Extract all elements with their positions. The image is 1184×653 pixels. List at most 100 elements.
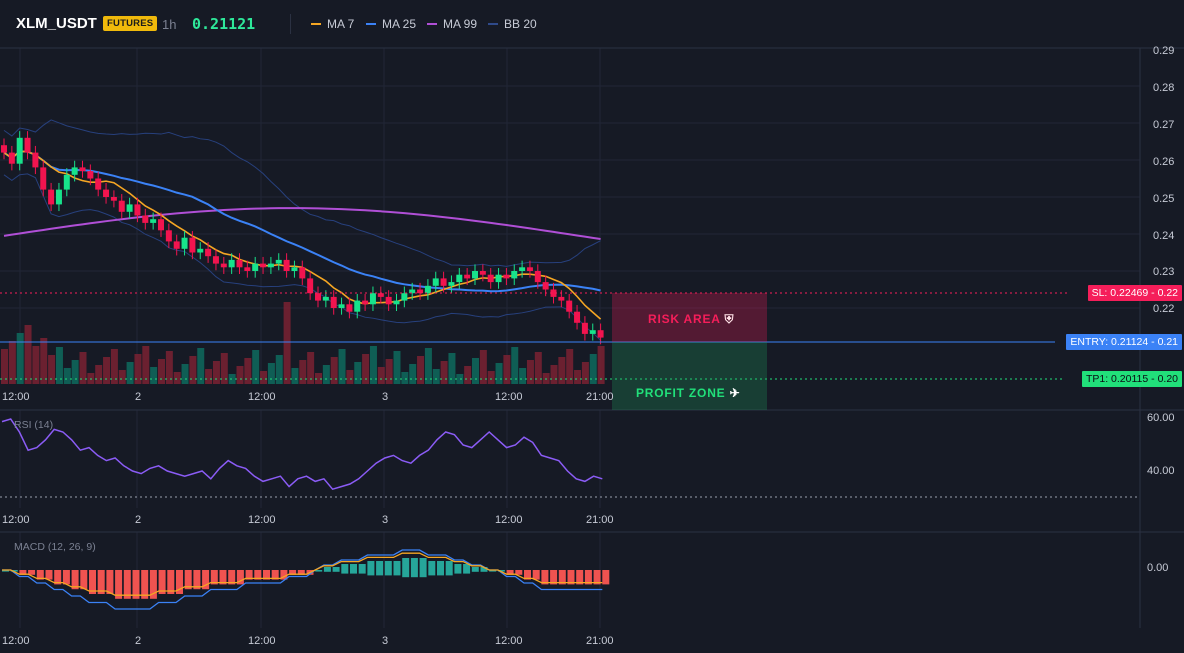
header-divider [290, 14, 291, 34]
candle-body [369, 293, 376, 305]
macd-histogram-bar [167, 570, 175, 594]
candle-body [432, 278, 439, 286]
volume-bar [448, 353, 456, 384]
time-tick: 21:00 [586, 391, 614, 403]
volume-bar [354, 362, 362, 384]
rsi-line [1, 418, 603, 491]
rsi-tick: 40.00 [1147, 465, 1175, 477]
price-tick: 0.25 [1153, 193, 1175, 205]
candle-body [330, 296, 337, 308]
candle-body [581, 322, 588, 334]
legend-ma99[interactable]: MA 99 [427, 17, 477, 31]
legend-ma25-label: MA 25 [382, 17, 417, 31]
candle-body [87, 171, 94, 179]
macd-histogram-bar [54, 570, 62, 585]
candle-body [534, 271, 541, 283]
macd-histogram-bar [106, 570, 114, 594]
candle-body [40, 167, 47, 190]
volume-bar [338, 349, 346, 384]
volume-bar [228, 374, 236, 384]
candle-body [244, 267, 251, 271]
volume-bar [362, 354, 370, 384]
entry-label[interactable]: ENTRY: 0.21124 - 0.21 [1066, 334, 1182, 350]
candle-body [456, 274, 463, 283]
candle-body [495, 274, 502, 283]
macd-histogram-bar [297, 570, 305, 575]
time-tick: 21:00 [586, 635, 614, 647]
time-tick: 12:00 [2, 391, 30, 403]
legend-ma25[interactable]: MA 25 [366, 17, 416, 31]
volume-bar [260, 371, 268, 384]
macd-title: MACD (12, 26, 9) [14, 541, 96, 553]
macd-histogram-bar [358, 564, 366, 574]
candle-body [574, 311, 581, 323]
candle-body [464, 274, 471, 279]
candle-body [550, 289, 557, 297]
volume-bar [212, 361, 220, 384]
candle-body [32, 152, 39, 168]
volume-bar [16, 333, 24, 384]
volume-bar [95, 365, 103, 384]
futures-badge: FUTURES [103, 16, 158, 31]
macd-histogram-bar [132, 570, 140, 599]
macd-histogram-bar [280, 570, 288, 580]
time-tick: 2 [135, 514, 142, 526]
macd-histogram-bar [463, 564, 471, 574]
timeframe-label[interactable]: 1h [162, 17, 177, 32]
volume-bar [330, 357, 338, 384]
macd-histogram-bar [149, 570, 157, 599]
macd-histogram-bar [158, 570, 166, 594]
stop-loss-label[interactable]: SL: 0.22469 - 0.22 [1087, 285, 1182, 301]
legend-ma7[interactable]: MA 7 [311, 17, 354, 31]
volume-bar [409, 364, 417, 384]
macd-histogram-bar [10, 570, 18, 572]
candle-body [362, 300, 369, 305]
candle-body [291, 267, 298, 271]
shield-icon: ⛨ [724, 312, 735, 326]
macd-histogram-bar [219, 570, 227, 585]
time-tick: 3 [382, 391, 389, 403]
legend-bb20[interactable]: BB 20 [488, 17, 537, 31]
risk-area-label: RISK AREA ⛨ [648, 312, 735, 326]
volume-bar [456, 374, 464, 384]
legend-ma99-label: MA 99 [443, 17, 478, 31]
candle-body [417, 289, 424, 294]
signal-line [2, 552, 603, 596]
volume-bar [126, 362, 134, 384]
candle-body [519, 267, 526, 271]
volume-bar [173, 372, 181, 384]
volume-bar [55, 347, 63, 384]
macd-histogram-bar [593, 570, 601, 585]
macd-histogram-bar [384, 561, 392, 576]
time-tick: 2 [135, 635, 142, 647]
volume-bar [40, 338, 48, 384]
candle-body [526, 267, 533, 271]
candle-body [103, 189, 110, 197]
macd-histogram-bar [541, 570, 549, 585]
candle-body [558, 296, 565, 301]
candle-body [1, 145, 7, 153]
price-tick: 0.27 [1153, 119, 1175, 131]
volume-bar [150, 367, 158, 384]
candle-body [173, 241, 180, 249]
volume-bar [110, 349, 118, 384]
candle-body [283, 259, 290, 271]
macd-histogram-bar [71, 570, 79, 590]
candle-body [260, 263, 267, 268]
volume-bar [158, 359, 165, 384]
volume-bar [385, 359, 393, 384]
volume-bar [432, 369, 440, 384]
candle-body [110, 197, 117, 201]
volume-bar [464, 366, 472, 384]
candle-body [322, 296, 329, 301]
volume-bar [487, 371, 495, 384]
symbol-label[interactable]: XLM_USDT [16, 15, 97, 32]
volume-bar [189, 356, 197, 384]
volume-bar [424, 348, 432, 384]
candle-body [299, 267, 306, 279]
macd-histogram-bar [567, 570, 575, 585]
candle-body [95, 178, 102, 190]
time-tick: 12:00 [2, 514, 30, 526]
take-profit-label[interactable]: TP1: 0.20115 - 0.20 [1081, 371, 1182, 387]
